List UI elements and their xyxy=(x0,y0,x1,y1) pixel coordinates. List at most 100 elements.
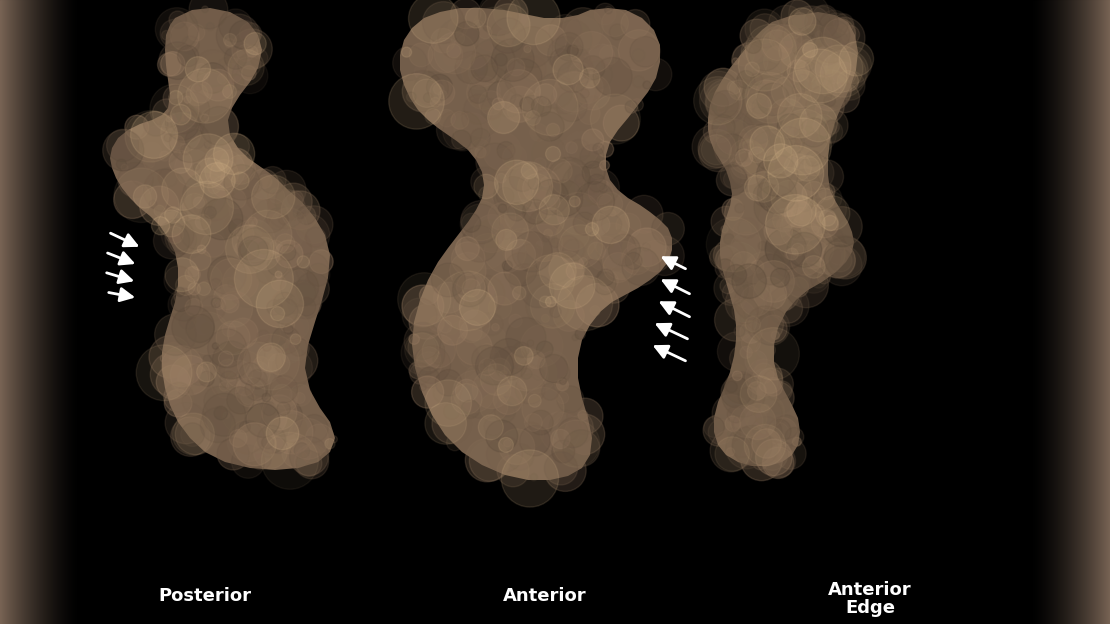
Circle shape xyxy=(553,20,592,59)
Circle shape xyxy=(799,118,828,147)
Circle shape xyxy=(731,298,758,324)
Circle shape xyxy=(478,0,522,34)
Circle shape xyxy=(757,83,789,115)
Circle shape xyxy=(244,32,266,55)
Circle shape xyxy=(791,202,813,223)
Circle shape xyxy=(294,392,305,404)
Circle shape xyxy=(725,193,767,235)
Circle shape xyxy=(557,392,568,404)
Circle shape xyxy=(769,22,798,50)
Circle shape xyxy=(170,355,210,395)
Circle shape xyxy=(725,283,765,323)
Circle shape xyxy=(480,343,494,358)
Circle shape xyxy=(268,170,306,209)
Circle shape xyxy=(201,233,225,257)
Circle shape xyxy=(492,323,500,331)
Circle shape xyxy=(750,117,791,158)
Circle shape xyxy=(829,42,841,54)
Circle shape xyxy=(507,97,532,122)
Circle shape xyxy=(716,165,747,196)
Circle shape xyxy=(161,113,201,153)
Circle shape xyxy=(740,439,783,480)
Circle shape xyxy=(275,339,317,382)
Circle shape xyxy=(182,382,219,418)
Circle shape xyxy=(172,413,214,455)
Circle shape xyxy=(546,147,561,162)
Circle shape xyxy=(733,252,745,265)
Circle shape xyxy=(699,79,744,123)
Circle shape xyxy=(230,21,259,49)
Circle shape xyxy=(739,404,776,439)
Circle shape xyxy=(795,46,836,86)
Circle shape xyxy=(539,354,568,383)
Circle shape xyxy=(575,74,610,110)
Circle shape xyxy=(738,388,757,406)
Circle shape xyxy=(248,232,264,248)
Circle shape xyxy=(542,383,558,400)
Circle shape xyxy=(760,26,796,62)
Circle shape xyxy=(785,74,810,100)
Circle shape xyxy=(554,72,596,114)
Circle shape xyxy=(712,90,738,118)
Circle shape xyxy=(502,86,538,122)
Circle shape xyxy=(210,160,239,188)
Circle shape xyxy=(451,112,468,129)
Circle shape xyxy=(219,358,239,378)
Circle shape xyxy=(726,381,737,392)
Circle shape xyxy=(305,227,325,247)
Circle shape xyxy=(407,334,436,361)
Circle shape xyxy=(794,132,828,166)
Circle shape xyxy=(287,419,329,459)
Circle shape xyxy=(472,39,515,83)
Circle shape xyxy=(575,174,601,200)
Circle shape xyxy=(524,46,531,52)
Circle shape xyxy=(292,270,305,283)
Circle shape xyxy=(412,376,444,408)
Circle shape xyxy=(581,145,604,168)
Circle shape xyxy=(753,133,773,154)
Circle shape xyxy=(549,263,595,309)
Circle shape xyxy=(269,353,290,374)
Circle shape xyxy=(478,90,503,115)
Circle shape xyxy=(450,27,493,70)
Circle shape xyxy=(759,200,797,237)
Circle shape xyxy=(567,398,603,434)
Circle shape xyxy=(296,206,315,225)
Circle shape xyxy=(764,46,796,78)
Circle shape xyxy=(452,242,485,275)
Circle shape xyxy=(503,162,553,212)
Circle shape xyxy=(198,62,228,93)
Circle shape xyxy=(555,32,583,61)
Circle shape xyxy=(593,143,604,154)
Circle shape xyxy=(757,127,777,148)
Circle shape xyxy=(253,435,287,469)
Circle shape xyxy=(170,135,184,150)
Circle shape xyxy=(296,451,322,476)
Circle shape xyxy=(220,351,232,364)
Circle shape xyxy=(743,140,754,150)
Circle shape xyxy=(448,18,467,37)
Circle shape xyxy=(739,146,767,173)
Circle shape xyxy=(702,135,731,165)
Circle shape xyxy=(593,235,601,242)
Circle shape xyxy=(307,263,330,286)
Circle shape xyxy=(799,213,807,221)
Circle shape xyxy=(532,136,566,171)
Circle shape xyxy=(150,353,194,396)
Circle shape xyxy=(816,76,827,87)
Circle shape xyxy=(436,111,474,149)
Circle shape xyxy=(203,355,211,363)
Circle shape xyxy=(185,266,200,282)
Circle shape xyxy=(753,61,781,89)
Circle shape xyxy=(124,115,149,139)
Circle shape xyxy=(777,114,803,139)
Circle shape xyxy=(551,429,571,449)
Circle shape xyxy=(724,234,734,244)
Circle shape xyxy=(440,339,478,378)
Circle shape xyxy=(821,75,828,82)
Circle shape xyxy=(273,348,312,388)
Circle shape xyxy=(193,12,200,19)
Circle shape xyxy=(496,230,517,250)
Circle shape xyxy=(423,2,464,44)
Circle shape xyxy=(521,324,563,367)
